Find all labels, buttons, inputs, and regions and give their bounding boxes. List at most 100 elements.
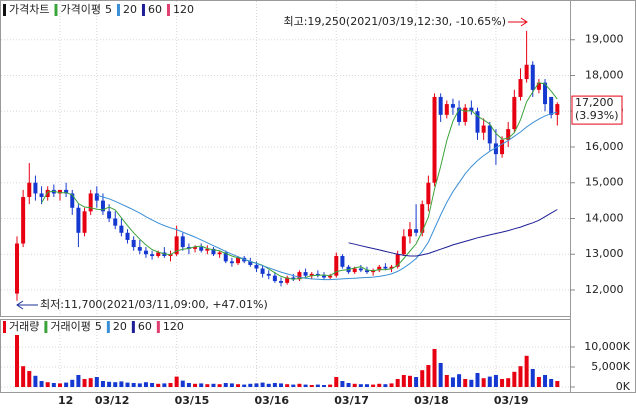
- candle-body: [506, 129, 511, 140]
- candle-body: [352, 268, 357, 273]
- legend-swatch: [106, 321, 110, 333]
- volume-bar: [358, 384, 363, 387]
- volume-bar: [45, 382, 50, 387]
- volume-bar: [315, 384, 320, 387]
- candle-body: [291, 277, 296, 280]
- candle-body: [279, 281, 284, 283]
- volume-bar: [549, 379, 554, 387]
- volume-bar: [100, 381, 105, 387]
- candle-body: [297, 272, 302, 280]
- volume-bar: [414, 377, 419, 387]
- low-arrow: [16, 300, 38, 310]
- candle-body: [205, 248, 210, 251]
- candle-body: [156, 252, 161, 257]
- candle-body: [211, 248, 216, 255]
- volume-bar: [217, 384, 222, 387]
- x-tick-label: 12: [58, 394, 73, 407]
- candle-body: [358, 268, 363, 271]
- volume-bar: [444, 375, 449, 387]
- y-tick-label: 10,000K: [584, 340, 630, 353]
- candle-body: [414, 229, 419, 233]
- candle-body: [438, 96, 443, 115]
- volume-bar: [125, 382, 130, 387]
- volume-bar: [487, 376, 492, 387]
- candle-body: [334, 256, 339, 276]
- legend-label: 거래이평: [50, 320, 90, 333]
- volume-bar: [39, 381, 44, 387]
- volume-bar: [21, 366, 26, 387]
- volume-bar: [285, 384, 290, 387]
- x-tick-label: 03/17: [334, 394, 369, 407]
- volume-bar: [407, 375, 412, 387]
- volume-bar: [303, 384, 308, 387]
- annotation: 최저:11,700(2021/03/11,09:00, +47.01%): [40, 298, 268, 311]
- volume-bar: [33, 375, 38, 387]
- y-tick-label: 16,000: [585, 140, 624, 153]
- volume-bar: [174, 376, 179, 387]
- volume-bar: [493, 375, 498, 387]
- ma-line: [96, 111, 558, 281]
- volume-bar: [377, 383, 382, 387]
- candle-body: [248, 261, 253, 265]
- volume-bar: [426, 365, 431, 387]
- candle-body: [137, 247, 142, 251]
- candle-body: [432, 96, 437, 183]
- volume-bar: [193, 383, 198, 387]
- legend-name: 120: [173, 3, 194, 16]
- legend-name: 60: [138, 320, 152, 333]
- volume-bar: [475, 373, 480, 387]
- candle-body: [309, 273, 314, 276]
- volume-bar: [401, 375, 406, 387]
- volume-bar: [322, 385, 326, 387]
- volume-bar: [143, 382, 148, 387]
- volume-bar: [199, 383, 204, 387]
- legend-swatch: [116, 4, 120, 16]
- candle-body: [512, 96, 517, 130]
- volume-bar: [162, 383, 167, 387]
- volume-bar: [438, 363, 443, 387]
- legend-name: 120: [163, 320, 184, 333]
- candle-body: [45, 189, 50, 198]
- candle-body: [15, 243, 19, 294]
- candle-body: [180, 236, 185, 248]
- candle-body: [199, 247, 204, 251]
- volume-bar: [297, 383, 302, 387]
- candle-body: [260, 268, 265, 274]
- candle-body: [223, 252, 228, 262]
- candle-body: [328, 275, 333, 278]
- candle-body: [107, 211, 112, 219]
- volume-bar: [420, 370, 425, 387]
- candle-body: [389, 266, 394, 269]
- volume-bar: [70, 379, 75, 387]
- last-change: (3.93%): [575, 109, 619, 122]
- legend-swatch: [54, 4, 58, 16]
- volume-bar: [334, 377, 339, 387]
- volume-bar: [518, 366, 523, 387]
- candle-body: [315, 273, 320, 276]
- volume-bar: [506, 378, 511, 387]
- volume-bar: [180, 380, 185, 387]
- legend-name: 60: [148, 3, 162, 16]
- volume-bar: [137, 383, 142, 387]
- volume-bar: [254, 383, 259, 387]
- candle-body: [481, 125, 486, 133]
- volume-bar: [395, 379, 400, 387]
- volume-bar: [248, 383, 253, 387]
- volume-bar: [76, 375, 81, 387]
- candle-body: [113, 218, 118, 226]
- volume-bar: [205, 384, 210, 387]
- candle-body: [322, 275, 326, 278]
- volume-bar: [82, 379, 87, 387]
- volume-bar: [340, 381, 345, 387]
- volume-bar: [223, 383, 228, 387]
- candle-body: [119, 225, 124, 233]
- volume-bar: [371, 384, 376, 387]
- volume-bar: [500, 379, 505, 387]
- volume-bar: [543, 375, 548, 387]
- candle-body: [125, 232, 130, 240]
- x-tick-label: 03/18: [414, 394, 449, 407]
- candle-body: [364, 270, 369, 273]
- x-tick-label: 03/12: [95, 394, 130, 407]
- legend-swatch: [141, 4, 145, 16]
